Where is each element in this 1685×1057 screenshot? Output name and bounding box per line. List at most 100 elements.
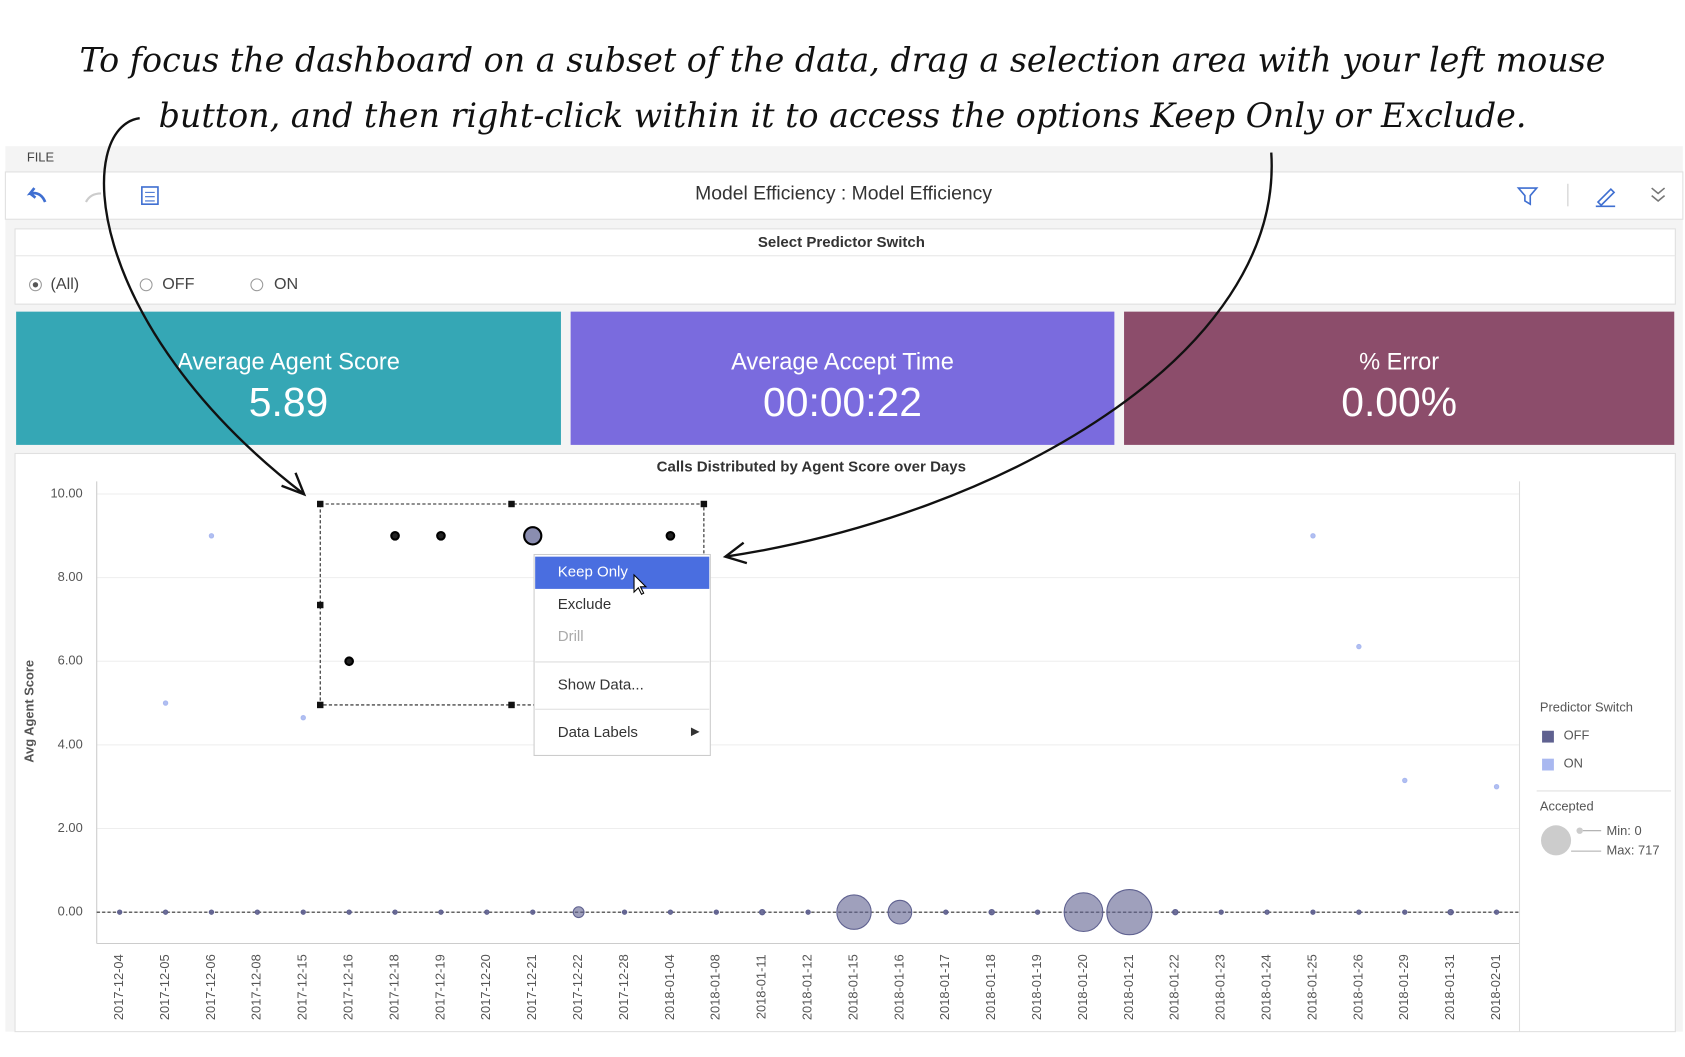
x-tick-label: 2017-12-22: [570, 954, 585, 1020]
bubble: [621, 909, 628, 915]
cursor: [633, 573, 648, 595]
bubble: [759, 908, 766, 916]
arrow: [102, 117, 305, 496]
x-tick-label: 2017-12-28: [616, 954, 631, 1020]
x-tick-label: 2018-02-01: [1488, 954, 1503, 1020]
x-tick-label: 2018-01-22: [1167, 954, 1182, 1020]
legend-label: ON: [1564, 755, 1583, 770]
x-tick-label: 2018-01-04: [662, 954, 677, 1020]
bubble: [1493, 784, 1500, 790]
kpi-card: [570, 311, 1115, 445]
arrow: [725, 152, 1273, 558]
bubble: [392, 909, 398, 915]
bubble: [1218, 909, 1224, 915]
x-tick-label: 2018-01-12: [800, 954, 815, 1020]
bubble: [530, 909, 536, 915]
menu-item[interactable]: Data Labels: [558, 724, 638, 741]
kpi-card: [16, 311, 561, 445]
menu-highlight: [535, 556, 710, 589]
bubble: [484, 909, 490, 915]
undo-icon[interactable]: [26, 187, 47, 203]
edit-icon[interactable]: [1595, 187, 1616, 208]
x-tick-label: 2018-01-25: [1304, 954, 1319, 1020]
bubble: [300, 715, 306, 721]
arrow-head: [722, 541, 748, 565]
menu-item[interactable]: Exclude: [558, 596, 611, 613]
menu-item[interactable]: Keep Only: [558, 564, 629, 581]
x-tick-label: 2017-12-21: [524, 954, 539, 1020]
bubble: [887, 899, 913, 925]
bubble: [162, 909, 169, 915]
legend-swatch: [1542, 730, 1554, 743]
y-tick-label: 6.00: [58, 653, 83, 668]
filter-icon[interactable]: [1516, 187, 1539, 206]
radio-all[interactable]: (All): [29, 275, 80, 293]
toolbar: [4, 171, 1684, 220]
bubble: [667, 909, 674, 915]
file-menu[interactable]: FILE: [27, 149, 55, 164]
bubble: [390, 530, 400, 541]
bubble: [572, 906, 585, 919]
context-menu: Keep Only Exclude Drill Show Data... Dat…: [533, 553, 711, 756]
y-tick-label: 0.00: [58, 904, 83, 919]
x-tick-label: 2018-01-18: [983, 954, 998, 1020]
chart-title: Calls Distributed by Agent Score over Da…: [657, 458, 966, 475]
bubble: [665, 530, 676, 541]
bubble: [300, 909, 306, 915]
bubble: [1106, 889, 1153, 936]
bubble: [1402, 909, 1408, 915]
kpi-value: 00:00:22: [763, 379, 922, 425]
x-tick-label: 2018-01-16: [891, 954, 906, 1020]
kpi-value: 0.00%: [1341, 379, 1457, 425]
bubble: [1402, 777, 1408, 784]
filter-title: Select Predictor Switch: [758, 234, 925, 251]
x-tick-label: 2018-01-26: [1350, 954, 1365, 1020]
y-tick-label: 2.00: [58, 820, 83, 835]
bubble: [162, 700, 169, 706]
menu-item[interactable]: Show Data...: [558, 677, 644, 694]
page-icon-lines: [145, 191, 155, 202]
size-legend-min-label: Min: 0: [1607, 823, 1642, 838]
x-tick-label: 2018-01-23: [1213, 954, 1228, 1020]
chart-panel: [14, 452, 1676, 1033]
redo-icon[interactable]: [85, 192, 102, 203]
y-axis-label: Avg Agent Score: [21, 660, 36, 763]
x-tick-label: 2017-12-18: [386, 954, 401, 1020]
y-tick-label: 8.00: [58, 569, 83, 584]
kpi-value: 5.89: [249, 379, 328, 425]
size-legend-lines: [1571, 830, 1602, 852]
bubble: [344, 656, 354, 667]
x-tick-label: 2018-01-15: [845, 954, 860, 1020]
annotation-line: button, and then right-click within it t…: [159, 96, 1527, 135]
x-tick-label: 2018-01-08: [708, 954, 723, 1020]
collapse-icon[interactable]: [1651, 187, 1666, 203]
radio-label: ON: [274, 275, 298, 293]
x-tick-label: 2017-12-16: [341, 954, 356, 1020]
radio-off[interactable]: OFF: [139, 275, 195, 293]
radio-label: OFF: [162, 275, 194, 293]
radio-on[interactable]: ON: [250, 275, 298, 293]
x-tick-label: 2017-12-15: [295, 954, 310, 1020]
x-tick-label: 2017-12-06: [203, 954, 218, 1020]
x-tick-label: 2018-01-21: [1121, 954, 1136, 1020]
menu-item[interactable]: Drill: [558, 628, 584, 645]
legend-title: Predictor Switch: [1540, 700, 1633, 715]
bubble: [1264, 909, 1270, 915]
size-legend-max: [1541, 825, 1572, 856]
page-icon[interactable]: [141, 186, 159, 205]
bubble: [943, 909, 949, 915]
bubble: [713, 909, 720, 915]
bubble: [836, 894, 872, 930]
bubble: [208, 909, 215, 915]
x-tick-label: 2017-12-20: [478, 954, 493, 1020]
bubble: [208, 533, 215, 539]
y-tick-label: 10.00: [51, 485, 83, 500]
bubble: [1447, 908, 1454, 916]
bubble: [1356, 909, 1362, 915]
y-tick-label: 4.00: [58, 736, 83, 751]
bubble: [1310, 533, 1316, 539]
bubble: [805, 909, 811, 915]
bubble: [1356, 643, 1362, 650]
x-tick-label: 2018-01-24: [1258, 954, 1273, 1020]
